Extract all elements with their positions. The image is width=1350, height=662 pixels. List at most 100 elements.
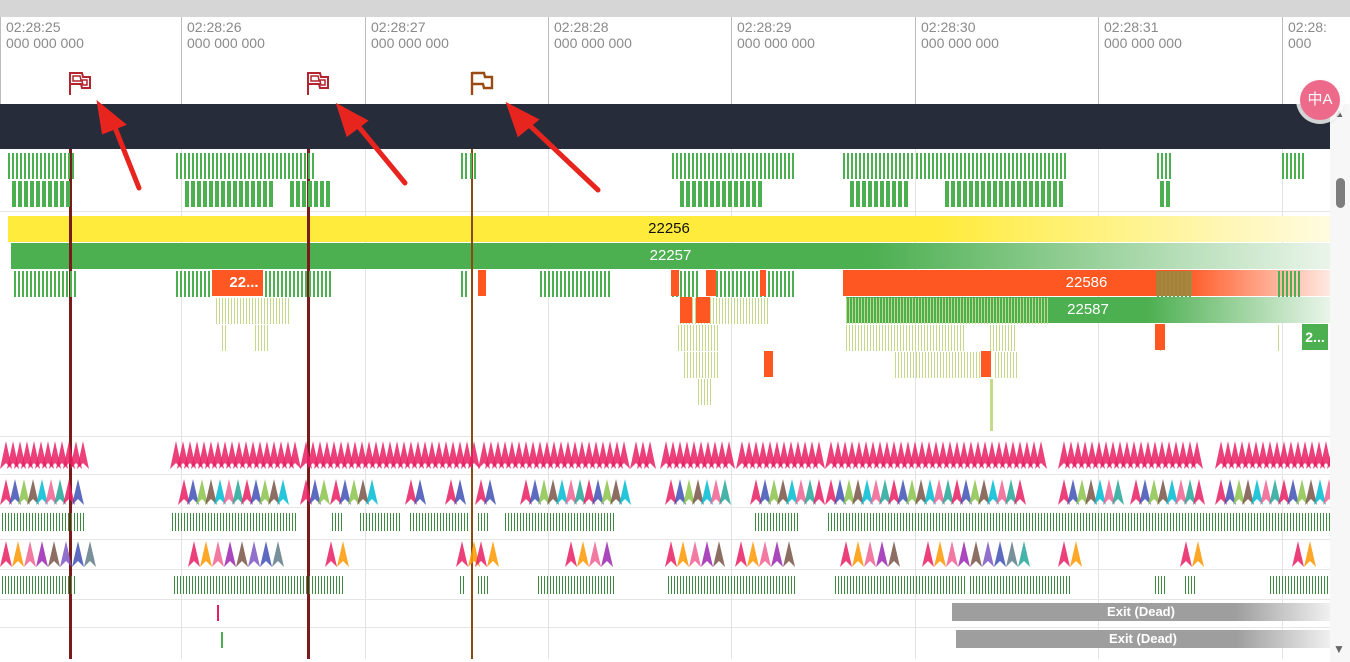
thread-slice — [705, 325, 706, 351]
cpu-slice — [684, 153, 686, 179]
thread-slice — [699, 352, 700, 378]
event-ticks — [279, 576, 280, 594]
thread-slice — [788, 271, 790, 297]
event-ticks — [973, 576, 974, 594]
scroll-up-icon[interactable]: ▲ — [1333, 106, 1345, 120]
event-ticks — [610, 513, 611, 531]
event-ticks — [71, 576, 72, 594]
event-ticks — [868, 576, 869, 594]
thread-slice — [297, 271, 299, 297]
cpu-slice — [474, 153, 476, 179]
event-ticks — [315, 576, 316, 594]
event-ticks — [901, 576, 902, 594]
event-ticks — [749, 576, 750, 594]
thread-slice — [222, 325, 223, 351]
event-ticks — [990, 513, 991, 531]
event-ticks — [565, 513, 566, 531]
flag-marker-line[interactable] — [307, 149, 310, 659]
flag-icon[interactable] — [66, 69, 94, 97]
thread-slice-bar[interactable]: 22256 — [8, 216, 1330, 242]
event-ticks — [960, 513, 961, 531]
cpu-slice — [784, 153, 786, 179]
event-ticks — [939, 513, 940, 531]
event-ticks — [993, 513, 994, 531]
event-ticks — [292, 513, 293, 531]
time-ruler[interactable]: 02:28:25 000 000 000 02:28:26 000 000 00… — [0, 17, 1330, 104]
event-ticks — [440, 513, 441, 531]
thread-slice-bar[interactable]: 22... — [225, 270, 263, 296]
trace-timeline[interactable]: 22256 22257 22... 22586 22587 2... Exit … — [0, 149, 1330, 659]
flag-icon[interactable] — [304, 69, 332, 97]
thread-slice — [942, 325, 943, 351]
event-ticks — [1018, 576, 1019, 594]
thread-slice — [861, 325, 862, 351]
thread-slice-bar[interactable]: 22586 — [843, 270, 1330, 296]
grid-line — [731, 149, 732, 659]
event-ticks — [1288, 576, 1289, 594]
ruler-tick: 02:28:25 000 000 000 — [0, 17, 84, 104]
event-ticks — [1293, 513, 1294, 531]
event-ticks — [927, 513, 928, 531]
cpu-slice — [30, 181, 34, 207]
flag-icon[interactable] — [468, 69, 496, 97]
event-ticks — [1194, 576, 1195, 594]
scroll-down-icon[interactable]: ▼ — [1333, 642, 1345, 656]
thread-slice — [692, 271, 694, 297]
thread-slice — [572, 271, 574, 297]
event-ticks — [577, 513, 578, 531]
thread-slice — [317, 271, 319, 297]
cpu-slice — [191, 181, 195, 207]
event-ticks — [918, 513, 919, 531]
event-ticks — [1191, 513, 1192, 531]
thread-slice — [922, 352, 923, 378]
event-ticks — [455, 513, 456, 531]
event-ticks — [1203, 513, 1204, 531]
cpu-slice — [42, 181, 46, 207]
cpu-slice — [859, 153, 861, 179]
exit-dead-bar[interactable]: Exit (Dead) — [956, 630, 1330, 648]
event-ticks — [613, 576, 614, 594]
thread-slice — [942, 298, 943, 324]
exit-dead-bar[interactable]: Exit (Dead) — [952, 603, 1330, 621]
flag-marker-line[interactable] — [471, 149, 473, 659]
tick-nanoseconds-label: 000 000 000 — [1104, 35, 1182, 51]
event-ticks — [514, 513, 515, 531]
cpu-slice — [951, 181, 955, 207]
event-ticks — [701, 576, 702, 594]
event-ticks — [794, 513, 795, 531]
thread-slice — [752, 298, 753, 324]
selection-band[interactable] — [0, 104, 1330, 149]
cpu-slice — [904, 181, 908, 207]
event-ticks — [1245, 513, 1246, 531]
thread-slice — [234, 298, 235, 324]
event-ticks — [59, 513, 60, 531]
scrollbar-thumb[interactable] — [1336, 178, 1345, 208]
thread-slice-bar[interactable]: 22257 — [11, 243, 1330, 269]
event-ticks — [1122, 513, 1123, 531]
vertical-scrollbar[interactable]: ▲ ▼ — [1330, 104, 1350, 662]
thread-slice — [277, 271, 279, 297]
cpu-slice — [220, 153, 222, 179]
event-ticks — [1054, 576, 1055, 594]
event-ticks — [975, 513, 976, 531]
thread-slice-bar[interactable]: 2... — [1302, 324, 1328, 350]
thread-slice-bar[interactable]: 22587 — [846, 297, 1330, 323]
event-ticks — [211, 513, 212, 531]
cpu-slice — [964, 153, 966, 179]
event-ticks — [776, 576, 777, 594]
cpu-slice — [326, 181, 330, 207]
cpu-slice — [863, 153, 865, 179]
thread-slice — [22, 271, 24, 297]
thread-slice — [900, 298, 901, 324]
thread-slice — [930, 298, 931, 324]
translate-badge-icon[interactable]: 中A — [1300, 80, 1340, 120]
flag-marker-line[interactable] — [69, 149, 72, 659]
cpu-slice — [248, 153, 250, 179]
event-ticks — [175, 513, 176, 531]
event-ticks — [481, 513, 482, 531]
event-ticks — [671, 576, 672, 594]
event-ticks — [56, 576, 57, 594]
thread-slice — [732, 271, 734, 297]
cpu-slice — [868, 181, 872, 207]
event-ticks — [1030, 576, 1031, 594]
